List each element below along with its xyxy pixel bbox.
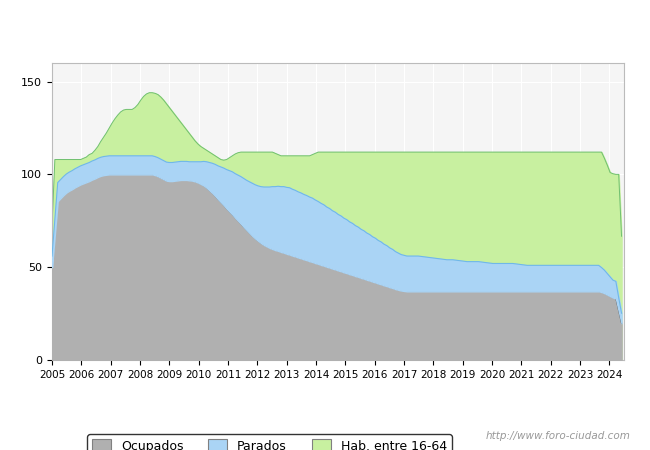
Legend: Ocupados, Parados, Hab. entre 16-64: Ocupados, Parados, Hab. entre 16-64 (87, 434, 452, 450)
Text: http://www.foro-ciudad.com: http://www.foro-ciudad.com (486, 431, 630, 441)
Text: Sant Mori - Evolucion de la poblacion en edad de Trabajar Mayo de 2024: Sant Mori - Evolucion de la poblacion en… (73, 20, 577, 34)
